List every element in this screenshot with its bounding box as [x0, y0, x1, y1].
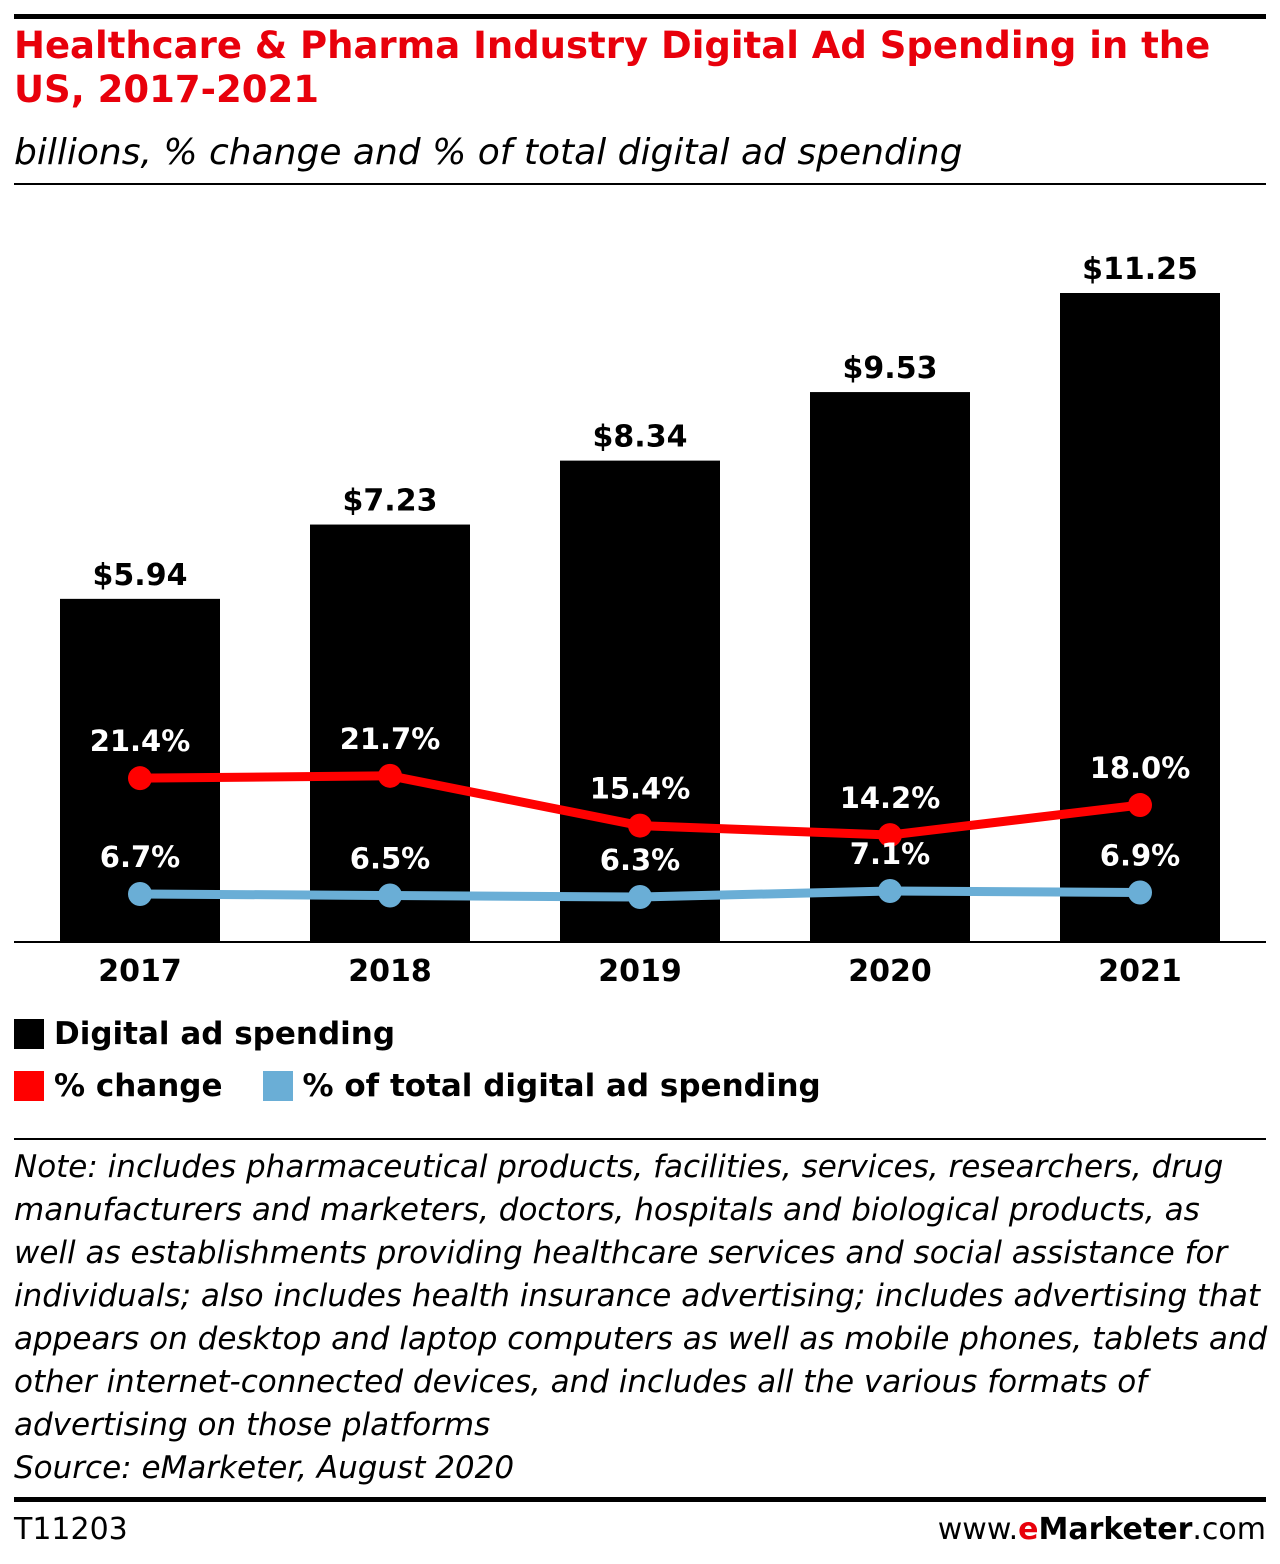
bar-value-label-2018: $7.23	[343, 484, 438, 519]
bar-2019	[560, 460, 720, 941]
legend-label-share: % of total digital ad spending	[302, 1068, 821, 1104]
x-tick-label-2018: 2018	[348, 954, 432, 989]
site-url: www.eMarketer.com	[938, 1510, 1266, 1550]
x-tick-label-2019: 2019	[598, 954, 682, 989]
change-label-2020: 14.2%	[840, 781, 941, 815]
top-rule	[14, 14, 1266, 19]
share-label-2021: 6.9%	[1100, 839, 1180, 873]
bar-2018	[310, 524, 470, 941]
share-point-2020	[878, 879, 902, 903]
share-point-2021	[1128, 880, 1152, 905]
change-point-2019	[628, 813, 652, 838]
chart: $5.94$7.23$8.34$9.53$11.25 2017 2018 2019 2…	[14, 252, 1266, 989]
change-label-2019: 15.4%	[590, 772, 691, 806]
bar-value-label-2017: $5.94	[93, 558, 188, 593]
legend-row-1: Digital ad spending	[14, 1014, 395, 1054]
footer-rule	[14, 1497, 1266, 1502]
change-label-2018: 21.7%	[340, 722, 441, 756]
site-prefix: www.	[937, 1512, 1019, 1547]
site-brand-e: e	[1018, 1512, 1039, 1547]
change-series: 21.4% 21.7% 15.4% 14.2% 18.0%	[90, 722, 1191, 848]
chart-note: Note: includes pharmaceutical products, …	[14, 1149, 1268, 1443]
x-tick-labels: 2017 2018 2019 2020 2021	[98, 954, 1182, 989]
bar-value-label-2021: $11.25	[1082, 252, 1198, 287]
share-point-2018	[378, 883, 402, 908]
site-suffix: .com	[1192, 1512, 1266, 1547]
legend-row-2: % change % of total digital ad spending	[14, 1066, 821, 1106]
bar-2021	[1060, 293, 1220, 941]
legend-label-bar: Digital ad spending	[54, 1016, 396, 1052]
note-rule	[14, 1138, 1266, 1140]
bar-value-label-2020: $9.53	[843, 351, 938, 386]
change-label-2021: 18.0%	[1090, 751, 1191, 785]
share-point-2017	[128, 882, 152, 906]
legend-label-change: % change	[54, 1068, 223, 1104]
legend-swatch-bar	[14, 1019, 44, 1049]
legend-swatch-change	[14, 1071, 44, 1101]
x-tick-label-2020: 2020	[848, 954, 932, 989]
share-series: 6.7% 6.5% 6.3% 7.1% 6.9%	[100, 837, 1180, 909]
share-label-2020: 7.1%	[850, 837, 930, 871]
x-tick-label-2017: 2017	[98, 954, 182, 989]
share-label-2017: 6.7%	[100, 840, 180, 874]
site-brand-rest: Marketer	[1038, 1512, 1193, 1547]
legend-swatch-share	[262, 1071, 293, 1101]
bar-2020	[810, 392, 970, 941]
bar-value-labels: $5.94 $7.23 $8.34 $9.53 $11.25	[93, 252, 1198, 593]
x-tick-label-2021: 2021	[1098, 954, 1182, 989]
chart-source: Source: eMarketer, August 2020	[14, 1450, 515, 1486]
chart-id: T11203	[14, 1512, 128, 1547]
change-point-2017	[128, 766, 152, 791]
chart-title: Healthcare & Pharma Industry Digital Ad …	[14, 24, 1211, 111]
chart-subtitle: billions, % change and % of total digita…	[14, 132, 963, 173]
change-point-2020	[878, 823, 902, 848]
change-label-2017: 21.4%	[90, 724, 191, 758]
bar-value-label-2019: $8.34	[593, 420, 688, 455]
share-label-2019: 6.3%	[600, 843, 680, 877]
subtitle-rule	[14, 183, 1266, 185]
share-point-2019	[628, 885, 652, 909]
change-point-2021	[1128, 793, 1152, 818]
share-label-2018: 6.5%	[350, 842, 430, 876]
bars	[60, 293, 1220, 941]
change-point-2018	[378, 763, 402, 788]
